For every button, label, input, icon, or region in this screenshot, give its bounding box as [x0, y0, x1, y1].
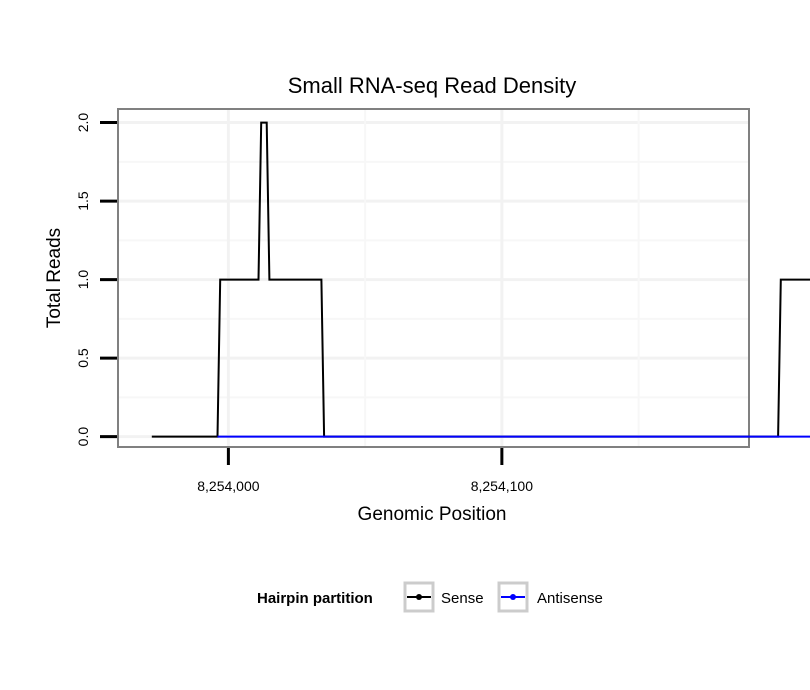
legend-label-sense: Sense [441, 590, 484, 607]
x-axis-title: Genomic Position [358, 504, 507, 525]
x-tick-label: 8,254,000 [197, 478, 259, 494]
legend-key-sense-point [416, 594, 422, 600]
chart-title: Small RNA-seq Read Density [288, 73, 577, 98]
y-tick-label: 0.5 [75, 348, 91, 368]
y-axis-title: Total Reads [44, 228, 65, 328]
legend: Hairpin partition Sense Antisense [257, 581, 603, 613]
legend-key-antisense-point [510, 594, 516, 600]
y-axis: 0.0 0.5 1.0 1.5 2.0 [75, 113, 117, 447]
series-line-sense [151, 121, 810, 438]
y-tick-label: 0.0 [75, 427, 91, 447]
x-axis: 8,254,000 8,254,100 [197, 448, 533, 494]
plot-panel-border [117, 108, 750, 448]
legend-title: Hairpin partition [257, 590, 373, 607]
legend-label-antisense: Antisense [537, 590, 603, 607]
y-tick-label: 1.0 [75, 270, 91, 290]
grid [119, 110, 748, 446]
y-tick-label: 2.0 [75, 113, 91, 133]
y-tick-label: 1.5 [75, 191, 91, 211]
x-tick-label: 8,254,100 [471, 478, 533, 494]
series-lines [151, 121, 810, 438]
